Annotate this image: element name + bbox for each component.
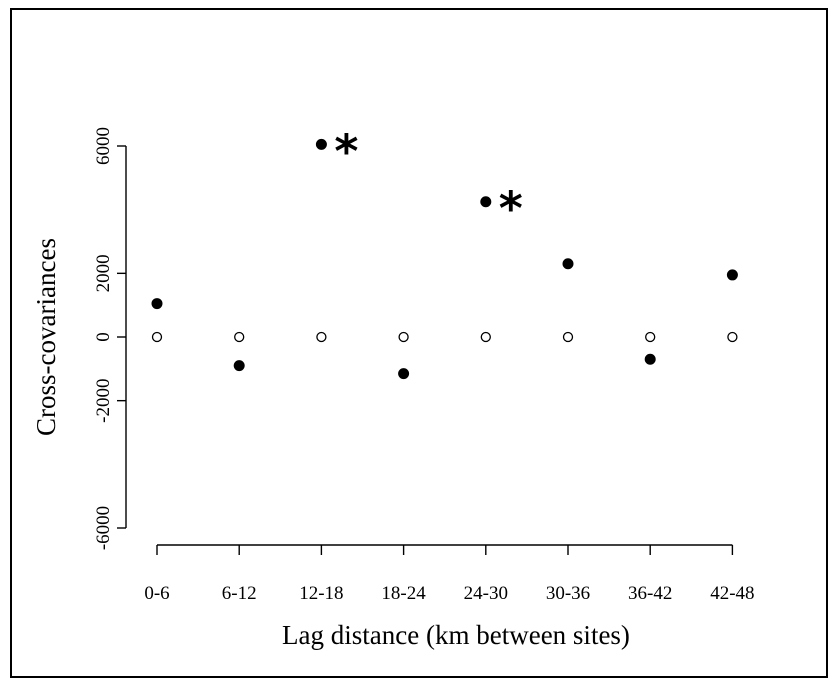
y-tick-label: 6000 — [93, 127, 114, 165]
axes: -6000 -2000 0 2000 6000 0-6 6-12 12-18 18-24 24-3… — [93, 127, 755, 604]
y-tick-label: -2000 — [93, 379, 114, 423]
y-axis-title: Cross-covariances — [31, 238, 61, 436]
y-tick-label: 0 — [93, 332, 114, 342]
open-point — [480, 331, 491, 343]
chart-frame — [10, 8, 828, 678]
filled-point — [480, 196, 492, 208]
x-tick-label: 42-48 — [710, 583, 754, 604]
open-point — [234, 331, 245, 343]
x-tick-label: 24-30 — [464, 583, 508, 604]
open-point — [645, 331, 656, 343]
x-tick-label: 36-42 — [628, 583, 672, 604]
x-axis-title: Lag distance (km between sites) — [282, 620, 630, 650]
x-tick-label: 18-24 — [381, 583, 426, 604]
series-open-points — [151, 331, 738, 343]
x-tick-label: 0-6 — [144, 583, 169, 604]
open-point — [562, 331, 574, 343]
filled-point — [644, 353, 656, 365]
open-point — [316, 331, 327, 343]
significance-asterisk: * — [334, 124, 358, 178]
significance-asterisk: * — [499, 182, 523, 236]
open-point — [151, 331, 163, 343]
open-point — [727, 331, 738, 343]
filled-point — [398, 368, 410, 380]
y-tick-label: -6000 — [93, 506, 114, 550]
y-tick-label: 2000 — [93, 254, 114, 292]
series-filled-points — [151, 138, 738, 380]
x-tick-label: 6-12 — [222, 583, 257, 604]
filled-point — [562, 258, 574, 270]
annotations: ** — [334, 124, 522, 235]
filled-point — [151, 298, 163, 310]
x-tick-label: 12-18 — [299, 583, 343, 604]
x-tick-label: 30-36 — [546, 583, 590, 604]
open-point — [398, 331, 409, 343]
filled-point — [726, 269, 738, 281]
filled-point — [315, 138, 327, 150]
filled-point — [233, 360, 245, 372]
